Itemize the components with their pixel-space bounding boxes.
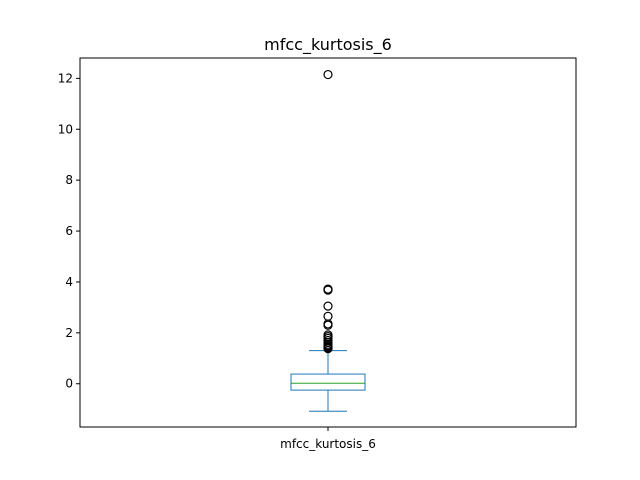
x-axis: mfcc_kurtosis_6 <box>280 427 376 451</box>
chart-title: mfcc_kurtosis_6 <box>264 35 392 55</box>
y-tick-label: 8 <box>65 173 73 187</box>
y-tick-label: 4 <box>65 275 73 289</box>
plot-area <box>290 69 366 412</box>
outlier-point <box>323 69 333 80</box>
outlier-point <box>323 311 333 321</box>
y-tick-label: 10 <box>58 122 73 136</box>
y-tick-label: 12 <box>58 71 73 85</box>
iqr-box <box>290 373 366 391</box>
y-tick-label: 2 <box>65 326 73 340</box>
outlier-point <box>323 301 333 311</box>
outlier-point <box>323 284 333 294</box>
y-axis: 0 2 4 6 8 10 12 <box>58 71 80 391</box>
y-tick-label: 0 <box>65 377 73 391</box>
outlier-point <box>323 330 333 340</box>
x-tick-label: mfcc_kurtosis_6 <box>280 437 376 451</box>
y-tick-label: 6 <box>65 224 73 238</box>
